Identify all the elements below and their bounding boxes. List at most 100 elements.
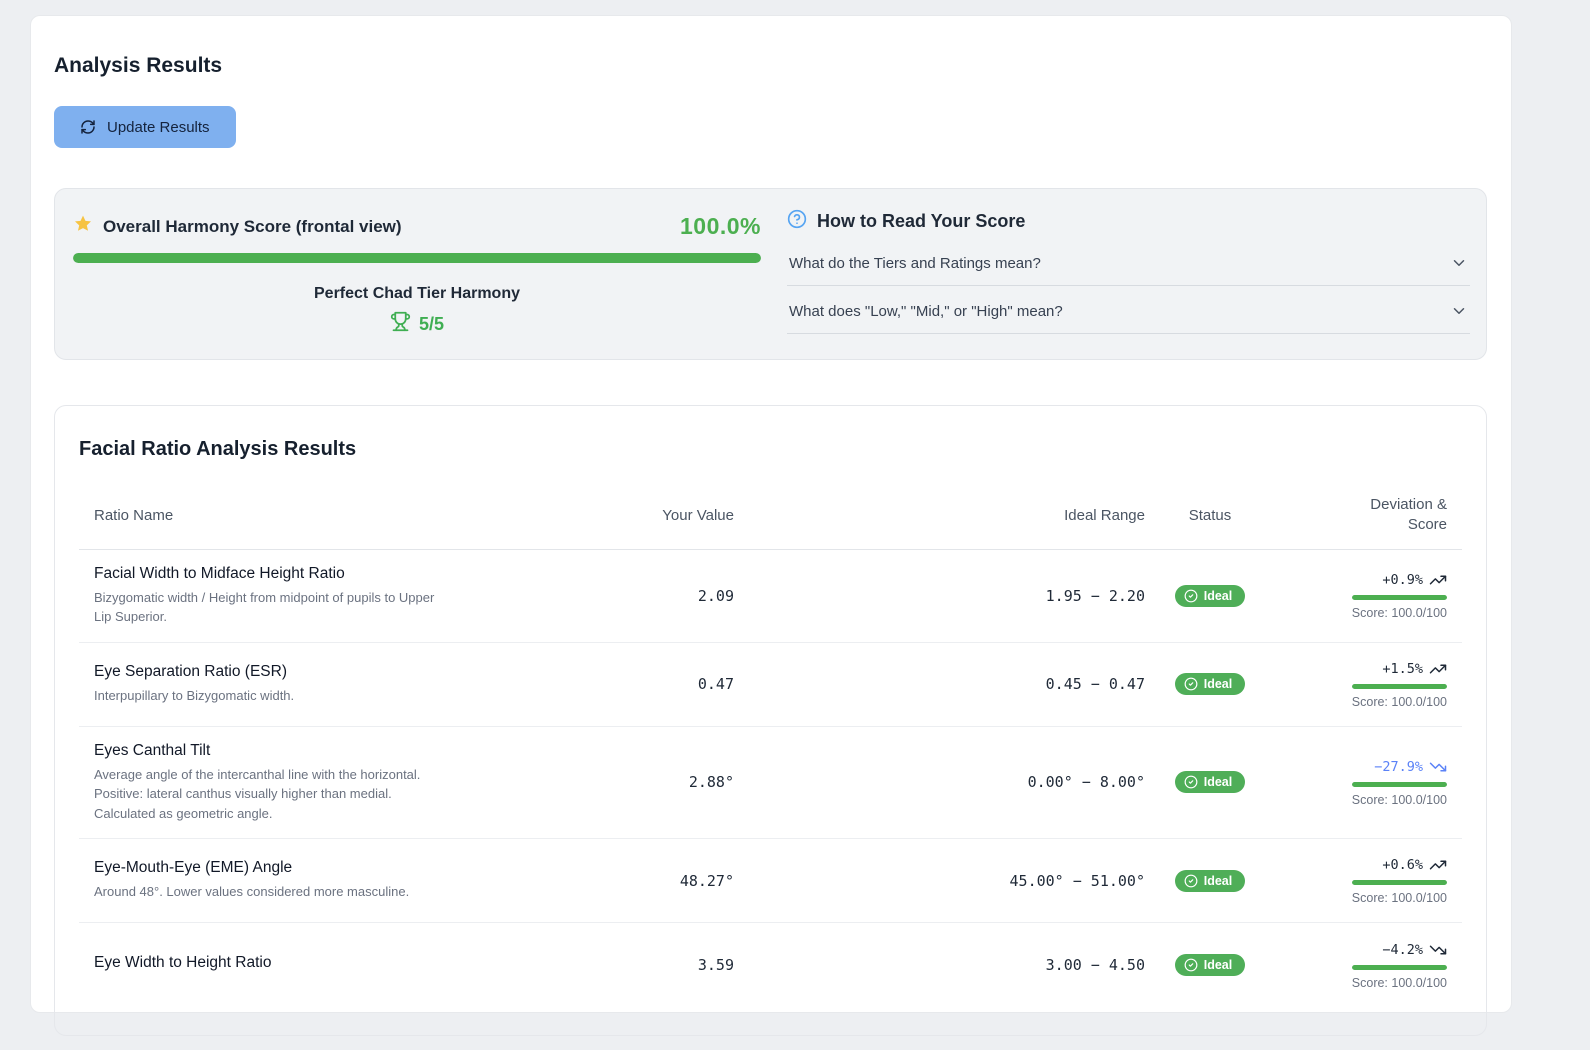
refresh-icon [80,119,96,135]
score-bar [1352,880,1447,885]
table-row: Eye Separation Ratio (ESR) Interpupillar… [79,643,1462,727]
col-ratio-name: Ratio Name [94,506,174,524]
harmony-panel: Overall Harmony Score (frontal view) 100… [54,188,1487,360]
status-cell: Ideal [1145,954,1275,976]
status-badge: Ideal [1174,869,1246,892]
trending-up-icon [1429,660,1447,678]
deviation-value: +1.5% [1382,660,1423,677]
trending-up-icon [1429,856,1447,874]
status-badge: Ideal [1174,771,1246,794]
star-icon [73,214,93,239]
status-badge: Ideal [1174,673,1246,695]
score-text: Score: 100.0/100 [1351,975,1447,990]
table-row: Facial Width to Midface Height Ratio Biz… [79,550,1462,643]
score-bar-fill [1352,880,1447,885]
ratio-name-cell: Eyes Canthal Tilt Average angle of the i… [94,742,519,824]
chevron-down-icon [1450,254,1468,272]
status-label: Ideal [1203,958,1233,972]
status-cell: Ideal [1145,869,1275,892]
col-deviation-score: Deviation & Score [1370,496,1447,534]
deviation-cell: +0.6% Score: 100.0/100 [1275,856,1447,905]
accordion-label: What does "Low," "Mid," or "High" mean? [789,302,1063,320]
tier-score-value: 5/5 [418,313,445,334]
ideal-range: 0.00° − 8.00° [1027,773,1145,792]
table-header: Ratio Name Your Value Ideal Range Status… [79,495,1462,550]
check-circle-icon [1184,874,1198,888]
status-badge: Ideal [1174,954,1246,976]
ideal-range: 3.00 − 4.50 [1045,956,1145,974]
check-circle-icon [1184,775,1198,789]
status-label: Ideal [1203,873,1233,888]
ratio-value: 0.47 [697,675,734,693]
status-cell: Ideal [1145,584,1275,607]
ratio-card-title: Facial Ratio Analysis Results [79,438,357,460]
page-title: Analysis Results [54,54,223,77]
deviation-cell: −27.9% Score: 100.0/100 [1275,758,1447,807]
update-results-label: Update Results [107,118,210,136]
status-label: Ideal [1203,588,1233,603]
check-circle-icon [1184,677,1198,691]
harmony-score-value: 100.0% [679,213,761,239]
deviation-value: −27.9% [1374,758,1423,775]
deviation-value: +0.9% [1382,572,1423,588]
facial-ratio-card: Facial Ratio Analysis Results Ratio Name… [54,405,1487,1036]
col-your-value: Your Value [662,506,734,524]
accordion-label: What do the Tiers and Ratings mean? [789,254,1041,272]
status-label: Ideal [1203,677,1233,691]
overall-harmony-score-section: Overall Harmony Score (frontal view) 100… [71,205,761,343]
table-row: Eye-Mouth-Eye (EME) Angle Around 48°. Lo… [79,839,1462,923]
score-bar-fill [1352,595,1447,600]
ratio-name: Eye-Mouth-Eye (EME) Angle [94,859,293,877]
tier-score: 5/5 [73,311,761,337]
deviation-line: −27.9% [1374,758,1447,776]
score-bar-fill [1352,781,1447,787]
deviation-cell: +0.9% Score: 100.0/100 [1275,571,1447,620]
score-bar-fill [1352,683,1447,689]
analysis-results-card: Analysis Results Update Results Overall … [30,15,1512,1036]
check-circle-icon [1184,958,1198,972]
ratio-name: Eyes Canthal Tilt [94,741,211,759]
ratio-value: 2.88° [688,773,734,792]
status-cell: Ideal [1145,673,1275,695]
score-bar [1352,595,1447,600]
score-bar-fill [1352,964,1447,970]
deviation-line: −4.2% [1382,941,1447,959]
ratio-name-cell: Eye-Mouth-Eye (EME) Angle Around 48°. Lo… [94,859,519,902]
ideal-range: 0.45 − 0.47 [1045,675,1145,693]
help-circle-icon [787,209,807,234]
ratio-value: 3.59 [697,956,734,974]
ratio-name: Facial Width to Midface Height Ratio [94,564,345,582]
tier-label: Perfect Chad Tier Harmony [314,285,520,302]
status-badge: Ideal [1174,584,1246,607]
ratio-name-cell: Facial Width to Midface Height Ratio Biz… [94,565,519,627]
table-row: Eyes Canthal Tilt Average angle of the i… [79,727,1462,839]
score-text: Score: 100.0/100 [1351,792,1447,807]
deviation-cell: +1.5% Score: 100.0/100 [1275,660,1447,709]
ratio-description: Around 48°. Lower values considered more… [94,884,410,900]
ratio-name-cell: Eye Separation Ratio (ESR) Interpupillar… [94,663,519,706]
update-results-button[interactable]: Update Results [54,106,236,148]
status-cell: Ideal [1145,771,1275,794]
ratio-table-rows: Facial Width to Midface Height Ratio Biz… [79,550,1462,1008]
accordion-low-mid-high[interactable]: What does "Low," "Mid," or "High" mean? [787,286,1470,334]
ratio-description: Bizygomatic width / Height from midpoint… [94,589,435,625]
deviation-value: −4.2% [1382,941,1423,958]
trending-down-icon [1429,758,1447,776]
score-bar [1352,781,1447,787]
ideal-range: 45.00° − 51.00° [1009,871,1145,890]
ratio-name: Eye Separation Ratio (ESR) [94,662,287,680]
ratio-name-cell: Eye Width to Height Ratio [94,954,519,977]
trending-down-icon [1429,941,1447,959]
status-label: Ideal [1203,775,1233,790]
harmony-progress-fill [73,253,761,263]
score-text: Score: 100.0/100 [1351,891,1447,905]
score-bar [1352,683,1447,689]
score-bar [1352,964,1447,970]
table-row: Eye Width to Height Ratio 3.59 3.00 − 4.… [79,923,1462,1007]
deviation-value: +0.6% [1382,857,1423,873]
chevron-down-icon [1450,302,1468,320]
deviation-cell: −4.2% Score: 100.0/100 [1275,941,1447,990]
accordion-tiers-ratings[interactable]: What do the Tiers and Ratings mean? [787,238,1470,286]
deviation-line: +1.5% [1382,660,1447,678]
col-status: Status [1188,506,1232,524]
